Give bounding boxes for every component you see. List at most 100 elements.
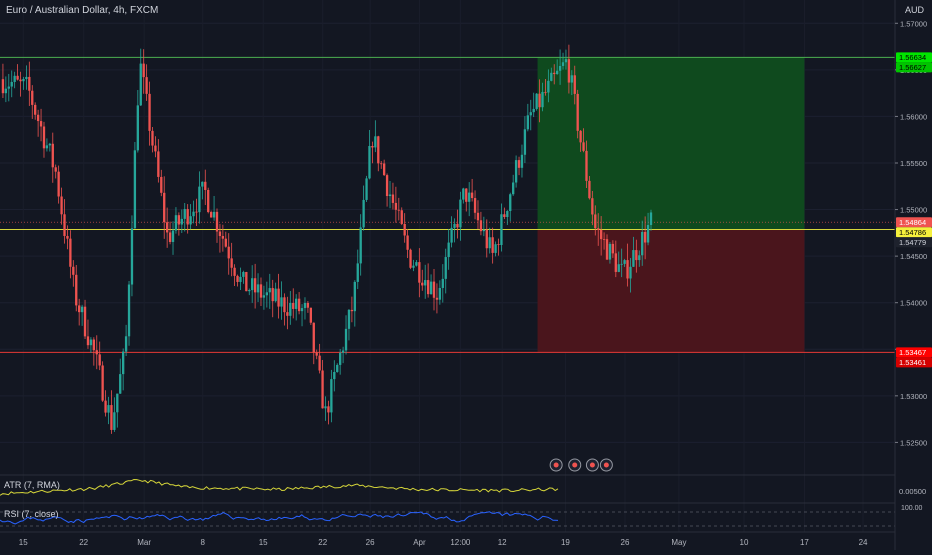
event-marker-dot: [603, 462, 609, 468]
candle-body: [145, 77, 148, 94]
candle-body: [297, 298, 301, 312]
candle-body: [54, 167, 57, 172]
candle-body: [207, 189, 210, 213]
candle-body: [485, 229, 488, 249]
candle-body: [629, 266, 632, 279]
price-tick-label: 1.55000: [900, 206, 927, 215]
candle-body: [550, 72, 553, 81]
candle-body: [303, 302, 307, 309]
candle-body: [242, 271, 245, 277]
price-tag-box: [896, 227, 932, 238]
candle-body: [136, 105, 139, 151]
candle-body: [201, 181, 204, 187]
candle-body: [133, 150, 137, 229]
candle-body: [315, 352, 318, 356]
candle-body: [632, 250, 635, 267]
candle-body: [25, 76, 28, 79]
candle-body: [13, 75, 16, 82]
candle-body: [597, 228, 600, 231]
rsi-axis-value: 100.00: [901, 505, 923, 512]
candle-body: [444, 257, 447, 279]
candle-body: [456, 223, 459, 228]
price-tag-label: 1.53461: [899, 358, 926, 367]
time-tick-label: 26: [621, 538, 630, 547]
candle-body: [350, 309, 354, 312]
candle-body: [165, 222, 169, 233]
candle-body: [623, 260, 626, 264]
price-tag-box: [896, 237, 932, 248]
candle-body: [541, 91, 544, 108]
candle-body: [380, 163, 383, 165]
candle-body: [212, 211, 216, 218]
candle-body: [233, 267, 236, 276]
candle-body: [69, 238, 72, 267]
candle-body: [462, 188, 465, 200]
symbol-title[interactable]: Euro / Australian Dollar, 4h, FXCM: [6, 5, 159, 16]
candle-body: [620, 263, 623, 265]
atr-label[interactable]: ATR (7, RMA): [4, 480, 60, 490]
candle-body: [573, 75, 576, 94]
candle-body: [39, 121, 43, 127]
candle-body: [529, 112, 532, 116]
candle-body: [209, 212, 213, 218]
candle-body: [649, 212, 653, 225]
candle-body: [353, 281, 356, 312]
candle-body: [614, 253, 617, 272]
candle-body: [300, 308, 304, 312]
candle-body: [450, 227, 453, 243]
candle-body: [453, 223, 456, 228]
candle-body: [638, 255, 641, 261]
time-tick-label: 15: [259, 538, 268, 547]
candle-body: [406, 235, 409, 250]
price-tag-label: 1.56627: [899, 63, 926, 72]
candle-body: [403, 223, 406, 236]
candle-body: [333, 371, 336, 380]
candle-body: [532, 108, 535, 113]
candle-body: [641, 231, 644, 256]
time-tick-label: 17: [800, 538, 809, 547]
candle-body: [374, 136, 377, 148]
candle-body: [470, 192, 474, 199]
candle-body: [344, 328, 348, 351]
candle-body: [10, 81, 13, 87]
candle-body: [1, 79, 5, 94]
candle-body: [262, 295, 266, 298]
candle-body: [394, 202, 398, 210]
candle-body: [368, 146, 371, 179]
candle-body: [36, 114, 40, 122]
candle-body: [171, 230, 175, 242]
price-tag-label: 1.54786: [899, 228, 926, 237]
candle-body: [75, 274, 78, 306]
candle-body: [438, 287, 442, 300]
price-axis-bg: [895, 0, 932, 550]
time-tick-label: 19: [561, 538, 570, 547]
rsi-label[interactable]: RSI (7, close): [4, 509, 59, 519]
candle-body: [195, 211, 198, 213]
candle-body: [280, 297, 283, 307]
time-tick-label: 10: [740, 538, 749, 547]
candle-body: [72, 266, 75, 275]
time-tick-label: 15: [19, 538, 28, 547]
candle-body: [432, 281, 436, 298]
candle-body: [86, 336, 90, 346]
time-tick-label: 12: [498, 538, 507, 547]
time-tick-label: 26: [366, 538, 375, 547]
candle-body: [643, 231, 647, 243]
candle-body: [31, 90, 34, 105]
candle-body: [289, 302, 292, 316]
candle-body: [292, 302, 295, 309]
candle-body: [488, 237, 491, 249]
candle-body: [561, 62, 565, 66]
candle-body: [42, 126, 46, 149]
candle-body: [107, 405, 110, 413]
candle-body: [157, 151, 160, 177]
candle-body: [83, 306, 87, 337]
candle-body: [447, 242, 450, 258]
time-tick-label: May: [671, 538, 686, 547]
candle-body: [268, 288, 271, 293]
price-tick-label: 1.56000: [900, 112, 927, 121]
candle-body: [359, 227, 362, 264]
candle-body: [253, 278, 257, 293]
